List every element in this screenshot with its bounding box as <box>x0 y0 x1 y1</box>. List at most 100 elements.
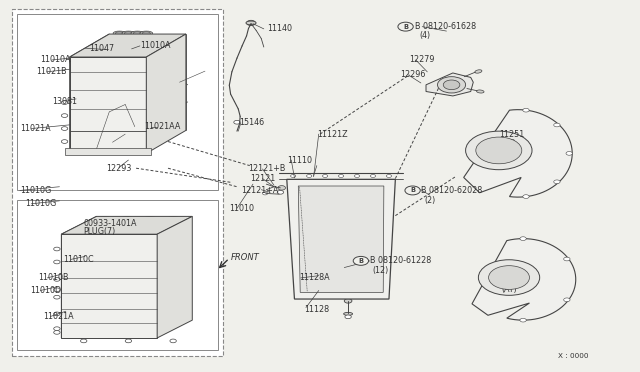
Text: B 08120-61228: B 08120-61228 <box>370 256 431 265</box>
Text: 12296: 12296 <box>401 70 426 79</box>
Circle shape <box>70 61 76 64</box>
Circle shape <box>125 339 132 343</box>
Text: 11021A: 11021A <box>43 312 74 321</box>
Circle shape <box>234 121 240 124</box>
Circle shape <box>262 192 268 195</box>
Circle shape <box>71 69 88 78</box>
Ellipse shape <box>168 218 178 221</box>
Circle shape <box>54 331 60 334</box>
Ellipse shape <box>145 218 156 221</box>
Circle shape <box>61 114 68 118</box>
Text: 11010G: 11010G <box>25 199 56 208</box>
Text: 11021A: 11021A <box>20 124 51 133</box>
Circle shape <box>554 180 560 184</box>
Circle shape <box>128 71 138 77</box>
Circle shape <box>54 247 60 251</box>
Circle shape <box>564 298 570 302</box>
Circle shape <box>74 71 84 77</box>
Circle shape <box>170 339 176 343</box>
Text: (MT): (MT) <box>499 139 516 148</box>
Polygon shape <box>147 34 186 153</box>
Ellipse shape <box>122 31 135 36</box>
Circle shape <box>520 318 526 322</box>
Ellipse shape <box>142 217 158 222</box>
Circle shape <box>54 260 60 264</box>
Text: 13081: 13081 <box>52 97 77 106</box>
Ellipse shape <box>124 32 132 35</box>
Circle shape <box>54 312 60 316</box>
Polygon shape <box>464 110 572 197</box>
Circle shape <box>54 278 60 281</box>
Circle shape <box>54 295 60 299</box>
Circle shape <box>398 22 413 31</box>
Circle shape <box>278 186 285 190</box>
Text: 00933-1401A: 00933-1401A <box>84 219 137 228</box>
Ellipse shape <box>113 31 126 36</box>
Circle shape <box>339 174 344 177</box>
Circle shape <box>405 186 420 195</box>
Ellipse shape <box>477 90 484 93</box>
Circle shape <box>353 256 369 265</box>
Text: 11121Z: 11121Z <box>317 129 348 139</box>
Polygon shape <box>70 34 109 153</box>
Ellipse shape <box>119 217 135 222</box>
Polygon shape <box>472 238 576 320</box>
Text: (2): (2) <box>425 196 436 205</box>
Text: X : 0000: X : 0000 <box>557 353 588 359</box>
Ellipse shape <box>165 217 181 222</box>
Circle shape <box>140 148 147 151</box>
Circle shape <box>564 257 570 261</box>
Circle shape <box>162 110 171 115</box>
Circle shape <box>523 108 529 112</box>
Circle shape <box>476 137 522 164</box>
Polygon shape <box>426 73 473 96</box>
Circle shape <box>387 174 392 177</box>
Bar <box>17 14 218 190</box>
Circle shape <box>345 315 351 319</box>
Circle shape <box>246 20 255 26</box>
Bar <box>12 9 223 356</box>
Circle shape <box>61 140 68 143</box>
Text: B: B <box>403 24 408 30</box>
Circle shape <box>70 148 76 151</box>
Text: B 08120-62028: B 08120-62028 <box>421 186 482 195</box>
Polygon shape <box>61 217 97 338</box>
Text: 11010A: 11010A <box>140 41 170 50</box>
Text: 12121+A: 12121+A <box>241 186 278 195</box>
Polygon shape <box>157 217 192 338</box>
Circle shape <box>371 174 376 177</box>
Ellipse shape <box>115 32 124 35</box>
Bar <box>127 133 138 150</box>
Polygon shape <box>79 318 95 334</box>
Circle shape <box>307 174 312 177</box>
Text: B: B <box>358 258 364 264</box>
Circle shape <box>478 260 540 295</box>
Circle shape <box>566 151 572 155</box>
Text: 11010B: 11010B <box>38 273 68 282</box>
Text: 11010G: 11010G <box>20 186 51 195</box>
Circle shape <box>125 69 141 78</box>
Circle shape <box>444 80 460 90</box>
Text: 12121: 12121 <box>250 174 275 183</box>
Text: 11140: 11140 <box>268 24 292 33</box>
Text: B: B <box>410 187 415 193</box>
Text: (4): (4) <box>419 31 430 41</box>
Circle shape <box>89 69 106 78</box>
Circle shape <box>466 131 532 170</box>
Ellipse shape <box>133 32 141 35</box>
Polygon shape <box>133 318 149 334</box>
Text: 11047: 11047 <box>89 44 114 52</box>
Circle shape <box>438 77 466 93</box>
Circle shape <box>81 339 87 343</box>
Polygon shape <box>61 234 157 338</box>
Bar <box>17 200 218 350</box>
Ellipse shape <box>140 31 153 36</box>
Text: 11128A: 11128A <box>300 273 330 282</box>
Circle shape <box>554 123 560 127</box>
Circle shape <box>291 174 296 177</box>
Circle shape <box>323 174 328 177</box>
Polygon shape <box>298 186 384 292</box>
Circle shape <box>344 299 352 303</box>
Ellipse shape <box>99 218 109 221</box>
Text: 11010D: 11010D <box>30 286 61 295</box>
